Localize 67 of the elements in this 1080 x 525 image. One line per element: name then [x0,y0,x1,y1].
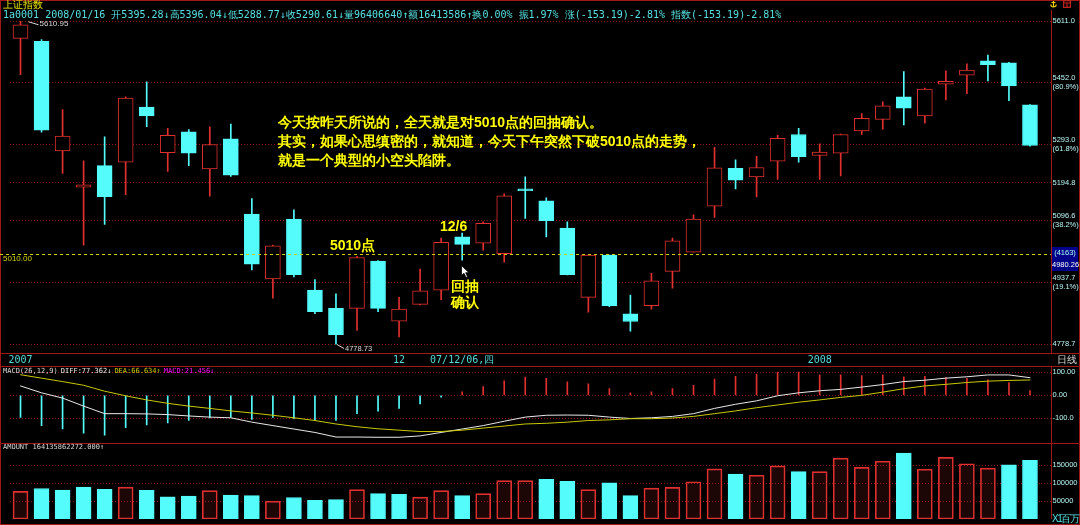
bar [391,493,407,519]
bar [980,467,996,519]
bar [790,471,807,519]
bar [685,481,702,519]
bar [1001,464,1017,519]
bar [874,460,891,519]
bar [33,488,50,519]
bar [412,496,428,519]
bar [853,467,870,519]
bar [832,457,849,519]
x-tick-label: 07/12/06,四 [430,353,495,365]
annotation: 12/6 [440,217,468,236]
ref-line-label: 5010.00 [3,253,32,263]
bar [328,499,344,519]
bar [138,489,155,519]
chart-title: 上证指数 [3,0,43,10]
bar [54,489,71,519]
bar [811,471,828,519]
x-tick-label: 2008 [807,353,832,365]
bar [244,495,260,519]
x-tick-label: 2007 [8,353,33,365]
bar [538,478,555,519]
bar [349,489,365,519]
candlestick [138,81,155,128]
bar [517,480,534,519]
bar [12,491,29,519]
x-tick-label: 12 [393,353,406,365]
bar [959,463,975,519]
bar [622,495,639,519]
x-axis-title: 日线 [1057,354,1077,366]
bar [75,486,92,519]
bar [286,497,302,519]
bar [664,487,681,519]
bar [643,487,660,519]
bar [580,489,597,519]
annotation: 其实，如果心思缜密的，就知道，今天下午突然下破5010点的走势，就是一个典型的小空头陷阱。 [278,132,703,170]
chart-subtitle: 1a0001 2008/01/16 开5395.28↓高5396.04↓低5288.77↓收5290.61↓量96406640↑额16413586↑换0.00% 振1.97% 涨(-153.19)-2.81% 指数(-153.19)-2.81% [3,9,782,20]
annotation: 回抽确认 [451,278,480,310]
bar [917,468,933,519]
bar [727,473,744,519]
bar [559,481,576,519]
bar [1022,459,1038,519]
annotation: 5010点 [330,236,376,255]
candlestick [811,143,828,180]
bar [433,490,449,519]
bar [180,495,197,519]
y-axis-title: X1百万 [1052,513,1079,524]
bar [706,468,723,519]
bar [222,494,239,519]
annotation: 5610.95 [39,19,69,29]
bar [475,493,492,519]
bar [895,452,912,519]
bar [748,474,765,519]
bar [938,457,954,519]
bar [769,465,786,519]
bar [496,480,513,519]
bar [454,495,470,519]
bar [601,482,618,519]
candlestick [980,54,996,82]
bar [96,488,113,519]
candlestick [895,71,912,126]
annotation: 今天按昨天所说的，全天就是对5010点的回抽确认。 [278,113,604,132]
candlestick [517,176,534,219]
bar [159,496,176,519]
bar [370,493,386,519]
bar [117,486,134,519]
bar [201,490,218,519]
